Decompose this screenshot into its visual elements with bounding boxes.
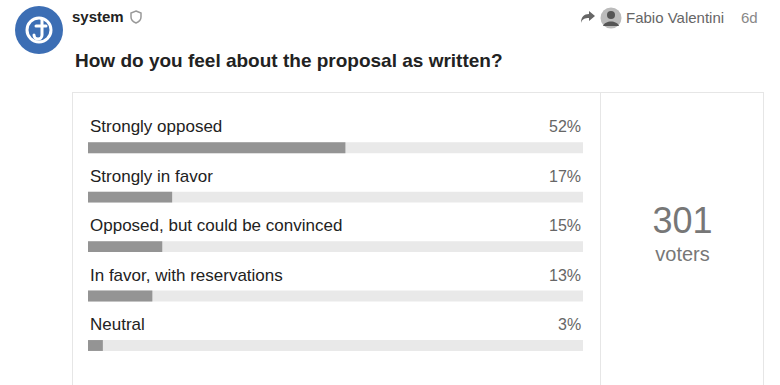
html-text:voters: voters [655,243,710,265]
svg-text:Strongly in favor: Strongly in favor [90,167,213,186]
html-text:Fabio Valentini: Fabio Valentini [626,9,725,26]
svg-text:Opposed, but could be convince: Opposed, but could be convinced [90,216,342,235]
html-text:6d: 6d [741,9,758,26]
svg-text:13%: 13% [549,267,581,284]
svg-text:In favor, with reservations: In favor, with reservations [90,266,283,285]
svg-text:15%: 15% [549,217,581,234]
svg-text:52%: 52% [549,118,581,135]
svg-text:Neutral: Neutral [90,315,145,334]
html-text:How do you feel about the prop: How do you feel about the proposal as wr… [75,50,503,71]
svg-text:3%: 3% [558,316,581,333]
svg-text:17%: 17% [549,168,581,185]
html-text:system: system [72,8,124,25]
svg-text:Strongly opposed: Strongly opposed [90,117,222,136]
html-text:301: 301 [652,200,713,241]
